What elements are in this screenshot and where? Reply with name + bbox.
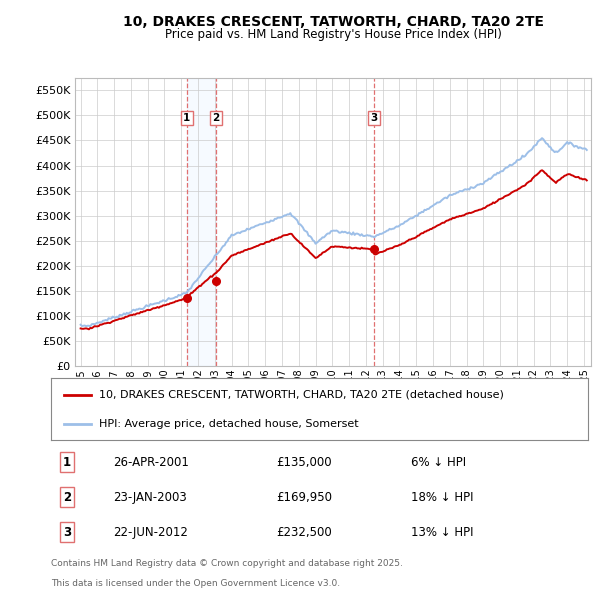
- Text: This data is licensed under the Open Government Licence v3.0.: This data is licensed under the Open Gov…: [51, 579, 340, 588]
- Text: Price paid vs. HM Land Registry's House Price Index (HPI): Price paid vs. HM Land Registry's House …: [164, 28, 502, 41]
- Text: 3: 3: [370, 113, 377, 123]
- Text: 10, DRAKES CRESCENT, TATWORTH, CHARD, TA20 2TE (detached house): 10, DRAKES CRESCENT, TATWORTH, CHARD, TA…: [100, 390, 504, 400]
- Text: 2: 2: [63, 490, 71, 504]
- Bar: [187, 78, 216, 366]
- Text: 2: 2: [212, 113, 220, 123]
- Text: 6% ↓ HPI: 6% ↓ HPI: [411, 455, 466, 468]
- Text: £169,950: £169,950: [277, 490, 332, 504]
- Text: 1: 1: [183, 113, 190, 123]
- Text: 13% ↓ HPI: 13% ↓ HPI: [411, 526, 473, 539]
- Text: 26-APR-2001: 26-APR-2001: [113, 455, 188, 468]
- Text: 3: 3: [63, 526, 71, 539]
- Text: Contains HM Land Registry data © Crown copyright and database right 2025.: Contains HM Land Registry data © Crown c…: [51, 559, 403, 569]
- Text: 10, DRAKES CRESCENT, TATWORTH, CHARD, TA20 2TE: 10, DRAKES CRESCENT, TATWORTH, CHARD, TA…: [122, 15, 544, 30]
- Text: 22-JUN-2012: 22-JUN-2012: [113, 526, 188, 539]
- Text: HPI: Average price, detached house, Somerset: HPI: Average price, detached house, Some…: [100, 419, 359, 429]
- Text: 1: 1: [63, 455, 71, 468]
- Text: £232,500: £232,500: [277, 526, 332, 539]
- Text: 23-JAN-2003: 23-JAN-2003: [113, 490, 187, 504]
- Text: £135,000: £135,000: [277, 455, 332, 468]
- Text: 18% ↓ HPI: 18% ↓ HPI: [411, 490, 473, 504]
